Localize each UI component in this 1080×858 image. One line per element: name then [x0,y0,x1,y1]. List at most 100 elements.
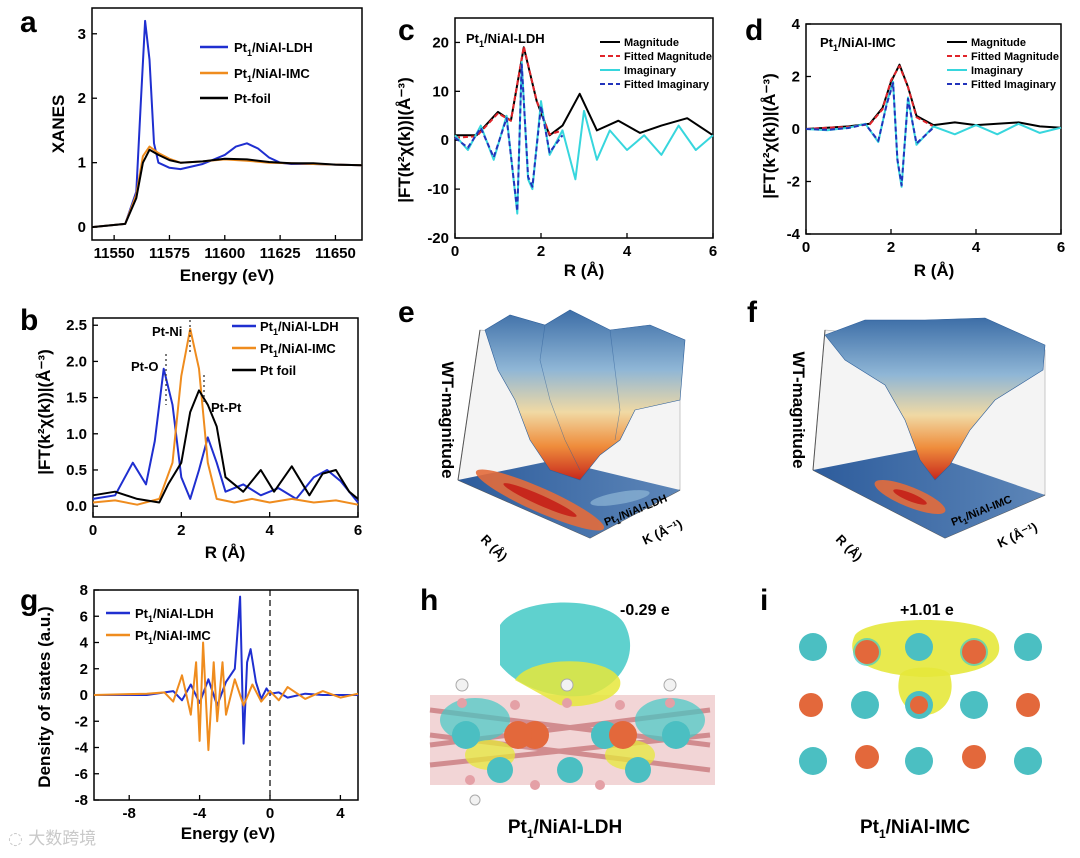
chart-a: a 11550 11575 11600 11625 11650 0 1 2 3 XANES En… [20,6,363,285]
x-axis-label: R (Å) [564,261,605,280]
y-tick-label: 2.0 [66,353,87,370]
legend-foil: Pt foil [260,363,296,378]
x-tick-label: 6 [709,243,717,260]
k-axis-label: K (Å⁻¹) [640,516,685,547]
legend: Pt1/NiAl-LDH Pt1/NiAl-IMC Pt-foil [200,40,313,106]
watermark-text: 大数跨境 [28,829,97,849]
panel-label-f: f [747,296,758,329]
x-tick-label: 2 [887,239,895,256]
legend-ldh: Pt1/NiAl-LDH [260,319,339,337]
y-tick-label: 1 [78,155,86,172]
structure-h: h -0.29 e Pt1/NiAl-LDH [420,584,715,841]
y-axis-label: |FT(k²χ(k))|(Å⁻³) [395,77,414,203]
y-axis-label: XANES [49,95,68,154]
x-axis-label: R (Å) [914,261,955,280]
charge-label: -0.29 e [620,602,670,619]
lattice [799,620,1042,775]
x-tick-label: 11575 [149,245,190,262]
series-line-fitted-imaginary [805,82,935,187]
series-line-pt1-nial-ldh [91,19,363,229]
x-tick-label: 11600 [204,245,245,262]
y-tick-label: -2 [787,174,800,191]
legend-imaginary: Imaginary [971,65,1024,77]
watermark: ◌ 大数跨境 [8,824,96,849]
y-tick-label: 0 [441,132,449,149]
annotation-pt-pt: Pt-Pt [211,400,242,415]
legend-imc: Pt1/NiAl-IMC [234,66,310,84]
chart-d: d 0 2 4 6 -4 -2 0 2 4 |FT(k²χ(k))|(Å⁻³) R (Å) Pt… [745,14,1065,280]
y-tick-label: 0.0 [66,498,87,515]
chart-title: Pt1/NiAl-LDH [466,31,545,49]
x-tick-label: 0 [451,243,459,260]
panel-label-e: e [398,296,415,329]
wt-surface-e: e WT-magnitude Pt1/NiAl-LDH R (Å) K (Å⁻¹… [398,296,686,565]
y-tick-label: -8 [75,792,88,809]
y-axis-label: Density of states (a.u.) [35,606,54,787]
z-axis-label: WT-magnitude [789,351,808,468]
x-tick-label: 11625 [260,245,301,262]
series-line-pt1-nial-ldh [94,595,358,745]
y-tick-label: 0 [80,687,88,704]
y-tick-label: 0 [78,219,86,236]
structure-caption: Pt1/NiAl-LDH [508,817,622,841]
legend-fitted-imaginary: Fitted Imaginary [971,79,1057,91]
chart-title: Pt1/NiAl-IMC [820,35,896,53]
k-axis-label: K (Å⁻¹) [995,519,1040,550]
panel-label-h: h [420,584,438,617]
z-axis-label: WT-magnitude [438,361,457,478]
y-axis-label: |FT(k²χ(k))|(Å⁻³) [35,349,54,475]
y-axis-label: |FT(k²χ(k))|(Å⁻³) [760,73,779,199]
r-axis-label: R (Å) [478,532,511,565]
annotation-pt-ni: Pt-Ni [152,324,182,339]
panel-label-i: i [760,584,768,617]
y-tick-label: -20 [427,230,449,247]
legend-imc: Pt1/NiAl-IMC [135,628,211,646]
plot-frame [91,7,363,241]
legend: Magnitude Fitted Magnitude Imaginary Fit… [600,37,712,91]
watermark-icon: ◌ [8,829,23,849]
legend-fitted-imaginary: Fitted Imaginary [624,79,710,91]
y-tick-label: 2 [78,90,86,107]
legend: Pt1/NiAl-LDH Pt1/NiAl-IMC Pt foil [232,319,339,378]
x-tick-label: 0 [89,522,97,539]
x-tick-label: 4 [336,805,345,822]
x-tick-label: 4 [972,239,981,256]
y-tick-label: -4 [75,740,89,757]
y-tick-label: -6 [75,766,88,783]
r-axis-label: R (Å) [833,532,866,565]
legend-magnitude: Magnitude [971,37,1026,49]
chart-c: c 0 2 4 6 -20 -10 0 10 20 |FT(k²χ(k))|(Å⁻³) R (Å… [395,14,717,280]
x-tick-label: -8 [123,805,136,822]
x-tick-label: 11550 [94,245,135,262]
x-tick-label: 4 [623,243,632,260]
lattice [429,602,715,806]
x-tick-label: 6 [354,522,362,539]
series-line-fitted-magnitude [805,65,934,130]
y-tick-label: 8 [80,582,88,599]
series-line-pt-foil [92,389,359,504]
y-tick-label: 2 [792,69,800,86]
panel-label-d: d [745,14,763,47]
y-tick-label: 2.5 [66,317,87,334]
x-tick-label: 11650 [315,245,356,262]
y-tick-label: 2 [80,661,88,678]
y-tick-label: 6 [80,608,88,625]
series-line-pt1-nial-imc [93,641,359,752]
panel-label-a: a [20,6,37,39]
chart-g: g -8 -4 0 4 -8 -6 -4 -2 0 2 4 6 8 Density of states … [20,582,359,843]
x-tick-label: 6 [1057,239,1065,256]
y-tick-label: -2 [75,713,88,730]
y-tick-label: 3 [78,26,86,43]
legend-imc: Pt1/NiAl-IMC [260,341,336,359]
x-axis-label: Energy (eV) [181,824,275,843]
series-line-imaginary [805,80,1062,188]
wt-surface-f: f WT-magnitude Pt1/NiAl-IMC R (Å) K (Å⁻¹… [747,296,1046,565]
y-tick-label: -4 [787,226,801,243]
panel-label-g: g [20,584,38,617]
series-line-pt1-nial-ldh [92,367,359,504]
legend-ldh: Pt1/NiAl-LDH [135,606,214,624]
x-tick-label: -4 [193,805,207,822]
panel-label-c: c [398,14,415,47]
y-tick-label: 20 [432,34,449,51]
x-axis-label: R (Å) [205,543,246,562]
